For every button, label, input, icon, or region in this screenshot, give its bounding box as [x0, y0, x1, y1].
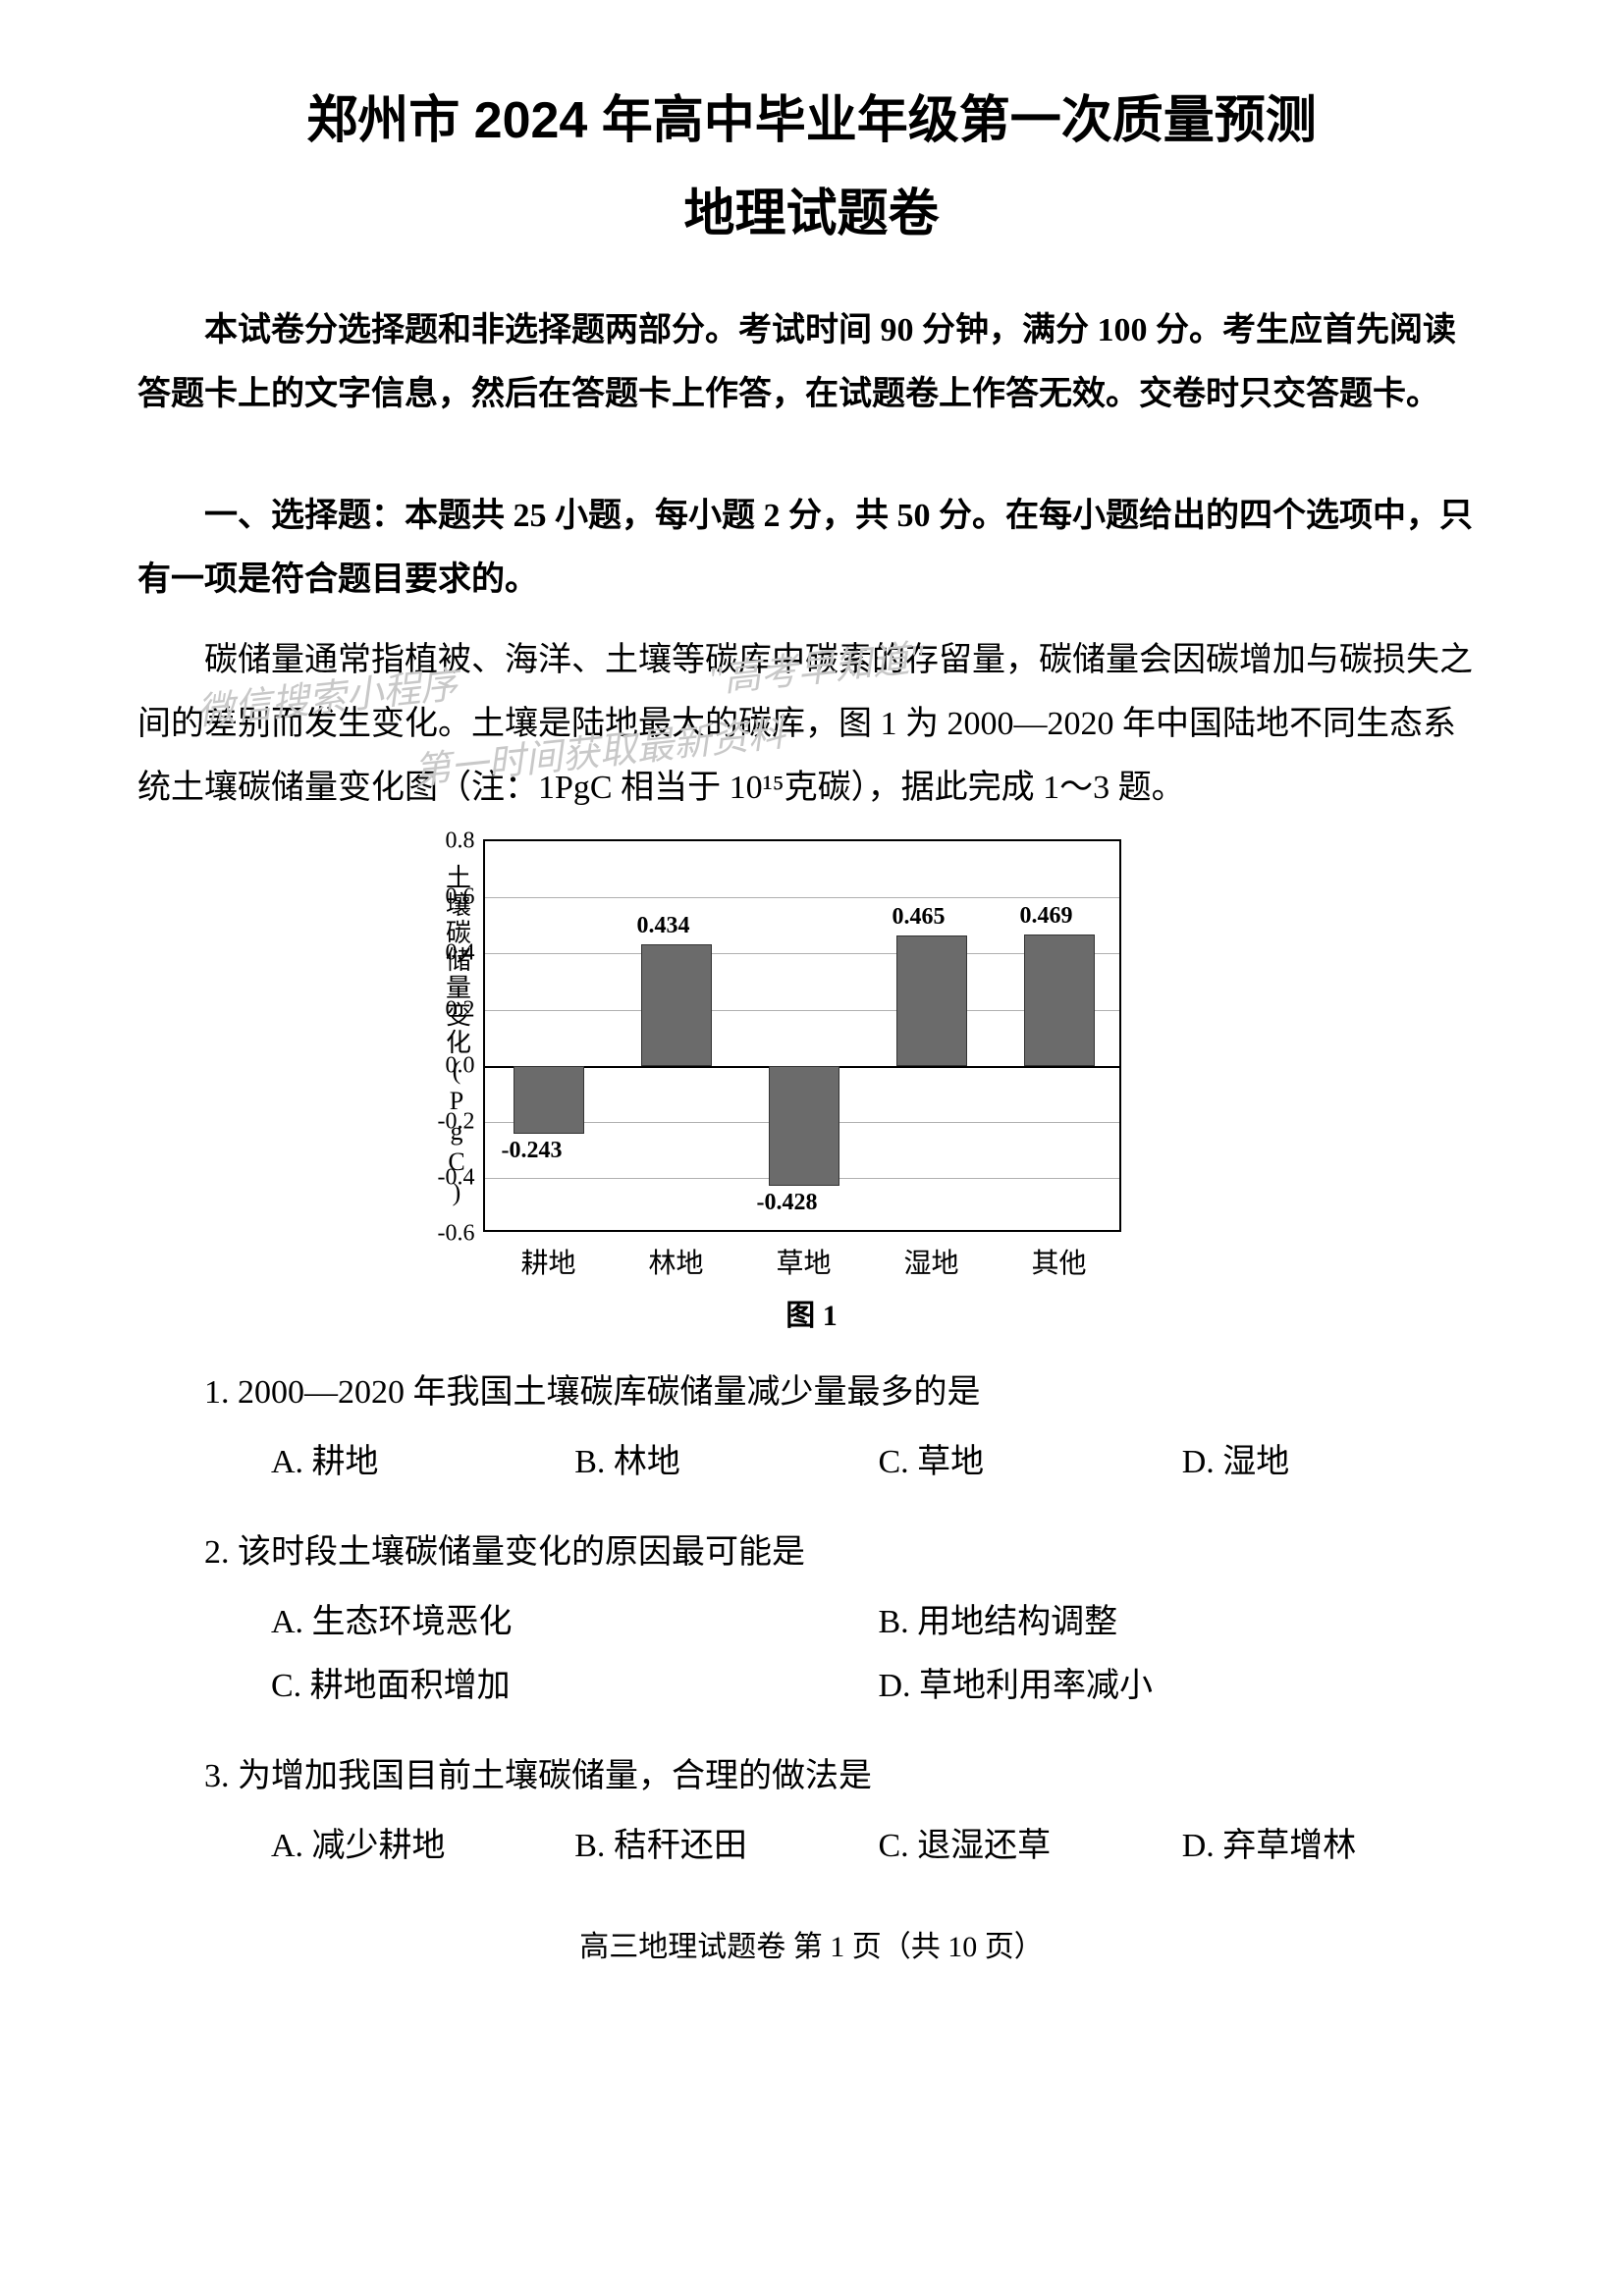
question-options: A. 减少耕地B. 秸秆还田C. 退湿还草D. 弃草增林 — [137, 1815, 1486, 1879]
question-option: A. 生态环境恶化 — [271, 1591, 879, 1655]
chart-gridline — [485, 897, 1119, 898]
page-footer: 高三地理试题卷 第 1 页（共 10 页） — [137, 1922, 1486, 1965]
question-option: A. 减少耕地 — [271, 1815, 574, 1879]
question-options-row: C. 耕地面积增加D. 草地利用率减小 — [271, 1655, 1486, 1719]
question-option: A. 耕地 — [271, 1431, 574, 1495]
chart-bar-label: 0.469 — [1020, 903, 1073, 930]
chart-y-tick: -0.6 — [438, 1221, 485, 1248]
question-option: D. 弃草增林 — [1182, 1815, 1486, 1879]
chart-bar-label: -0.243 — [502, 1138, 563, 1164]
question-option: D. 草地利用率减小 — [879, 1655, 1487, 1719]
chart-y-tick: -0.4 — [438, 1165, 485, 1192]
chart-area: 土壤碳储量变化(PgC) 0.80.60.40.20.0-0.2-0.4-0.6… — [439, 839, 1185, 1232]
chart-bar-label: 0.434 — [637, 913, 690, 939]
section-header: 一、选择题：本题共 25 小题，每小题 2 分，共 50 分。在每小题给出的四个… — [137, 485, 1486, 612]
chart-container: 土壤碳储量变化(PgC) 0.80.60.40.20.0-0.2-0.4-0.6… — [439, 839, 1185, 1334]
question-stem: 2. 该时段土壤碳储量变化的原因最可能是 — [137, 1522, 1486, 1585]
chart-plot: 0.80.60.40.20.0-0.2-0.4-0.6-0.243耕地0.434… — [483, 839, 1121, 1232]
question-option: B. 用地结构调整 — [879, 1591, 1487, 1655]
question-stem: 3. 为增加我国目前土壤碳储量，合理的做法是 — [137, 1745, 1486, 1809]
chart-bar-label: 0.465 — [893, 904, 946, 931]
question-options-row: A. 生态环境恶化B. 用地结构调整 — [271, 1591, 1486, 1655]
title-sub: 地理试题卷 — [137, 172, 1486, 245]
chart-bar — [641, 944, 712, 1066]
chart-x-tick: 林地 — [648, 1230, 703, 1281]
question-option: D. 湿地 — [1182, 1431, 1486, 1495]
chart-x-tick: 湿地 — [903, 1230, 958, 1281]
chart-y-tick: 0.2 — [446, 996, 485, 1023]
chart-y-tick: -0.2 — [438, 1108, 485, 1135]
title-main: 郑州市 2024 年高中毕业年级第一次质量预测 — [137, 79, 1486, 152]
chart-bar — [1024, 934, 1095, 1066]
chart-y-tick: 0.6 — [446, 884, 485, 911]
question-options: A. 耕地B. 林地C. 草地D. 湿地 — [137, 1431, 1486, 1495]
question-option: B. 秸秆还田 — [574, 1815, 878, 1879]
chart-y-tick: 0.8 — [446, 828, 485, 855]
question-option: C. 耕地面积增加 — [271, 1655, 879, 1719]
chart-x-tick: 草地 — [776, 1230, 831, 1281]
intro-text: 本试卷分选择题和非选择题两部分。考试时间 90 分钟，满分 100 分。考生应首… — [137, 299, 1486, 426]
chart-caption: 图 1 — [439, 1291, 1185, 1334]
chart-bar-label: -0.428 — [757, 1190, 818, 1216]
question-options: A. 生态环境恶化B. 用地结构调整C. 耕地面积增加D. 草地利用率减小 — [137, 1591, 1486, 1718]
question-option: C. 退湿还草 — [879, 1815, 1182, 1879]
chart-x-tick: 耕地 — [520, 1230, 575, 1281]
chart-y-tick: 0.0 — [446, 1052, 485, 1079]
chart-y-tick: 0.4 — [446, 940, 485, 967]
question-option: C. 草地 — [879, 1431, 1182, 1495]
chart-bar — [514, 1066, 584, 1134]
chart-x-tick: 其他 — [1031, 1230, 1086, 1281]
questions-root: 1. 2000—2020 年我国土壤碳库碳储量减少量最多的是A. 耕地B. 林地… — [137, 1362, 1486, 1878]
question-option: B. 林地 — [574, 1431, 878, 1495]
question-stem: 1. 2000—2020 年我国土壤碳库碳储量减少量最多的是 — [137, 1362, 1486, 1425]
chart-bar — [896, 935, 967, 1066]
chart-bar — [769, 1066, 839, 1186]
passage-text: 碳储量通常指植被、海洋、土壤等碳库中碳素的存留量，碳储量会因碳增加与碳损失之间的… — [137, 629, 1486, 820]
